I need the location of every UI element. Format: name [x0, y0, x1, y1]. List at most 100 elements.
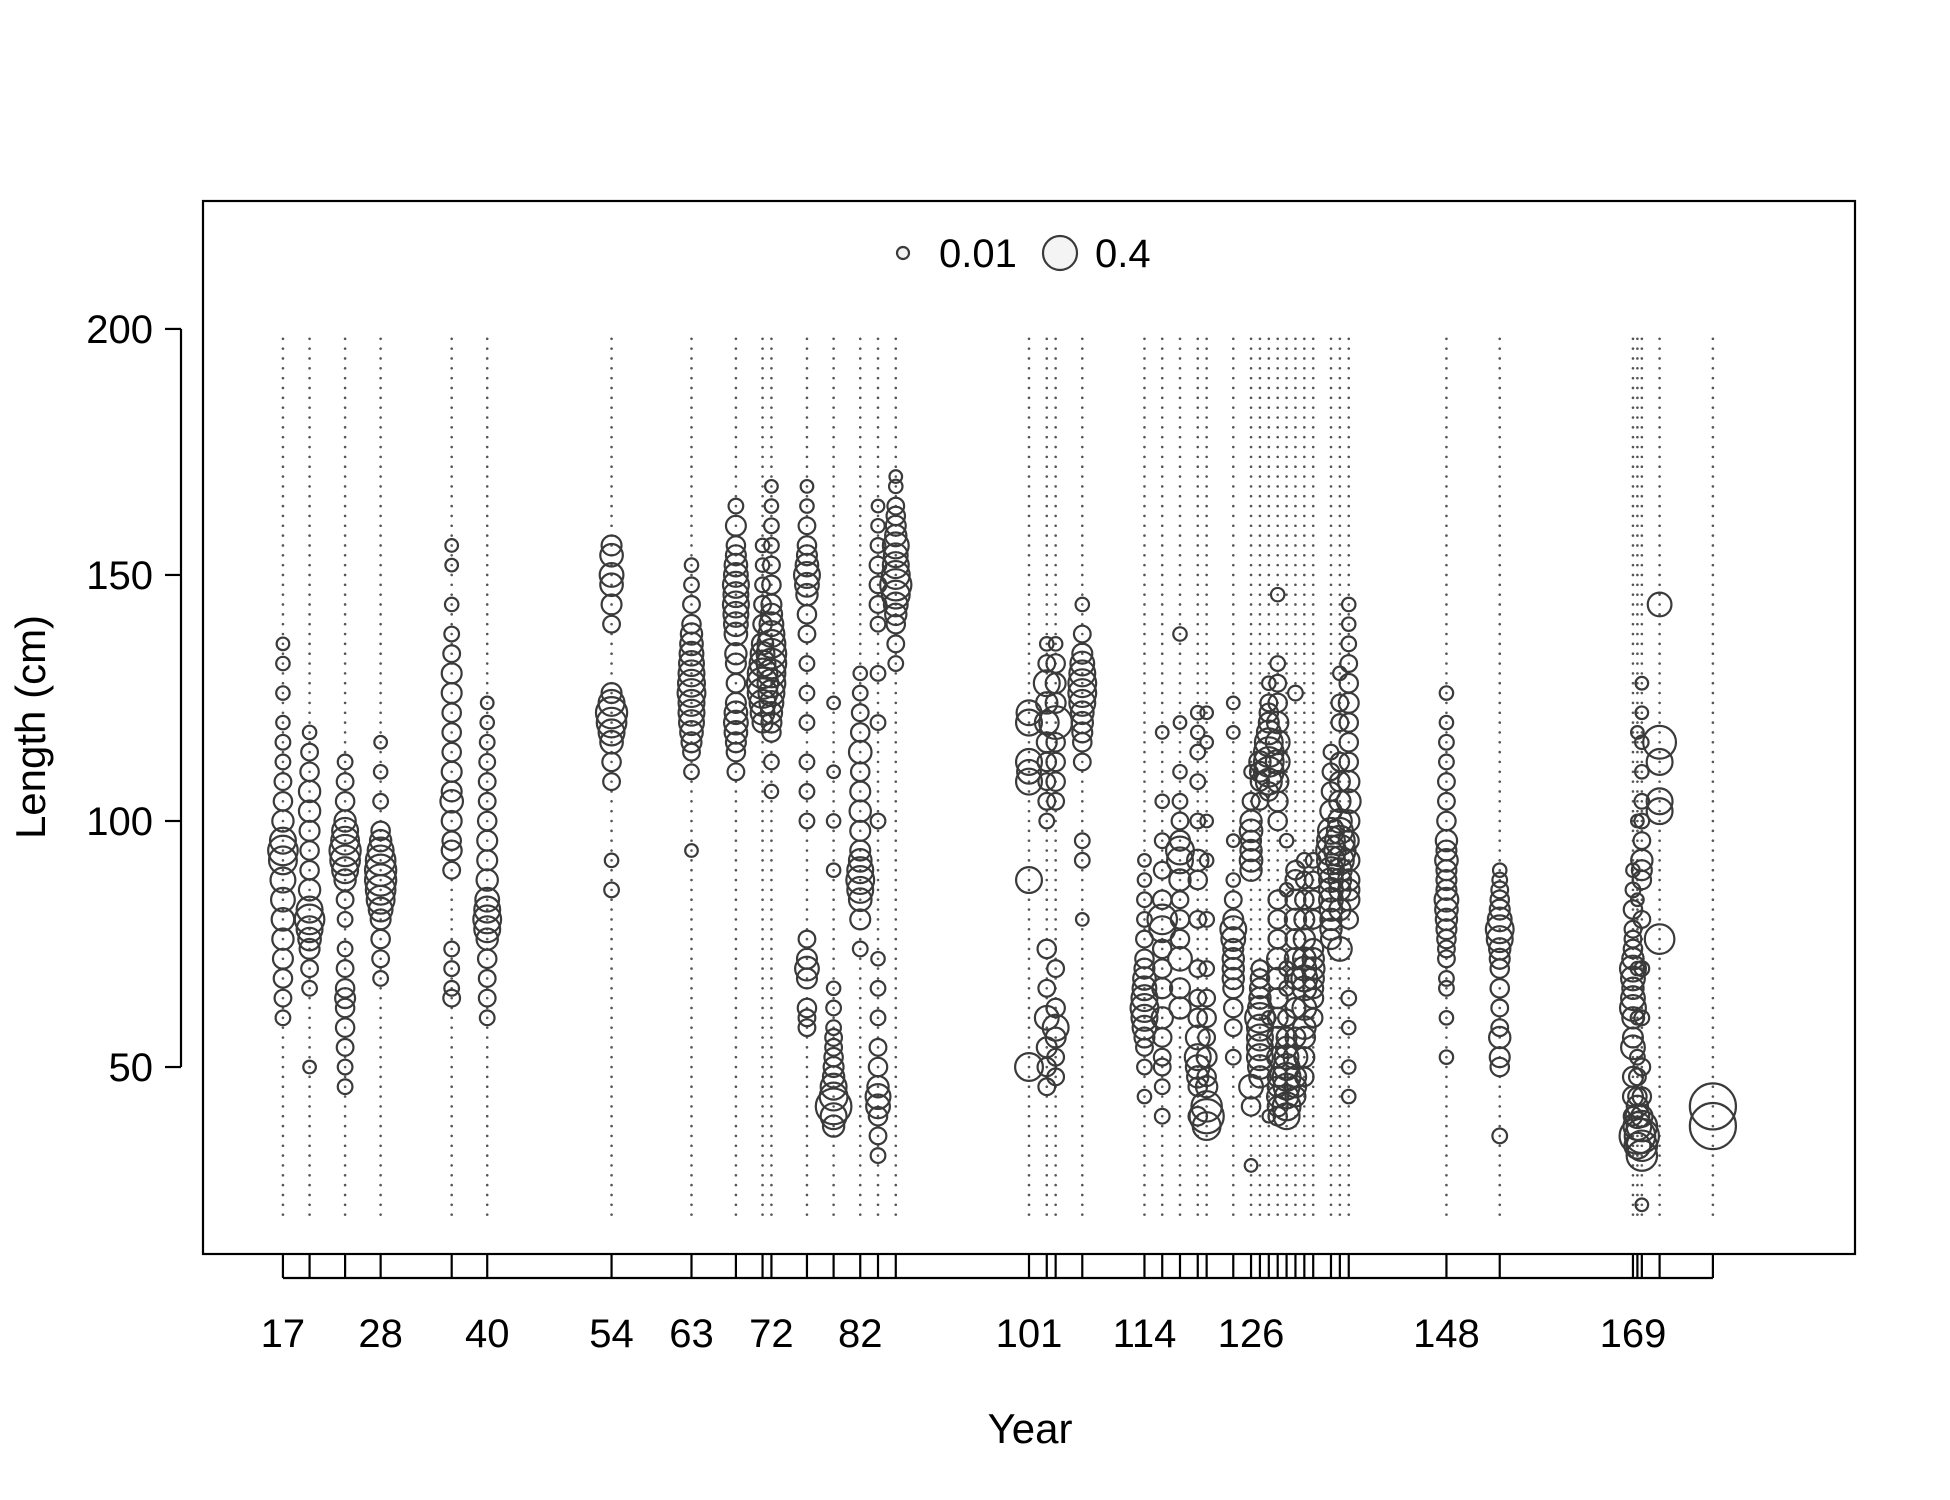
length-bin-dot [1498, 1085, 1502, 1089]
length-bin-dot [1445, 435, 1448, 439]
length-bin-dot [1045, 563, 1049, 567]
length-bin-dot [1285, 790, 1288, 793]
length-bin-dot [281, 691, 285, 695]
length-bin-dot [1285, 416, 1288, 419]
length-bin-dot [1285, 947, 1288, 951]
length-bin-dot [1711, 829, 1715, 833]
bubble-point [1434, 907, 1459, 932]
length-bin-dot [1445, 721, 1448, 724]
bubble-point [1074, 596, 1091, 613]
length-bin-dot [1347, 996, 1351, 1000]
length-bin-dot [1249, 1105, 1253, 1108]
bubble-point [792, 560, 821, 589]
length-bin-dot [1636, 740, 1639, 744]
length-bin-dot [805, 1173, 809, 1177]
length-bin-dot [281, 445, 285, 449]
length-bin-dot [734, 967, 738, 970]
length-bin-dot [690, 868, 693, 872]
length-bin-dot [1285, 386, 1288, 390]
length-bin-dot [1640, 416, 1644, 419]
length-bin-dot [690, 819, 693, 823]
length-bin-dot [1347, 1183, 1351, 1187]
length-bin-dot [610, 967, 613, 970]
length-bin-dot [734, 1213, 738, 1216]
bubble-point [763, 498, 780, 514]
bubble-point [298, 937, 321, 960]
length-bin-dot [308, 1036, 311, 1039]
length-bin-dot [1329, 711, 1333, 715]
bubble-point [600, 593, 623, 616]
length-bin-dot [876, 632, 880, 636]
length-bin-dot [1027, 672, 1031, 675]
length-bin-dot [1231, 563, 1235, 567]
bubble-point [1198, 960, 1216, 978]
length-bin-dot [1178, 366, 1182, 370]
length-bin-dot [1143, 721, 1146, 724]
length-bin-dot [1258, 613, 1262, 616]
y-tick-label: 50 [109, 1046, 154, 1090]
length-bin-dot [281, 475, 285, 478]
length-bin-dot [1045, 416, 1049, 419]
length-bin-dot [1178, 770, 1182, 774]
length-bin-dot [485, 957, 489, 961]
length-bin-dot [1711, 1095, 1715, 1098]
length-bin-dot [610, 1213, 613, 1216]
length-bin-dot [1196, 1164, 1200, 1167]
length-bin-dot [1658, 927, 1661, 931]
length-bin-dot [1329, 1036, 1333, 1039]
length-bin-dot [734, 603, 738, 606]
length-bin-dot [308, 1213, 311, 1216]
length-bin-dot [1445, 1065, 1448, 1069]
length-bin-dot [1631, 426, 1635, 429]
length-bin-dot [1276, 1183, 1279, 1187]
length-bin-dot [858, 1193, 862, 1197]
length-bin-dot [1311, 514, 1315, 518]
length-bin-dot [832, 1006, 835, 1010]
length-bin-dot [1658, 937, 1661, 941]
length-bin-dot [1329, 455, 1333, 459]
length-bin-dot [1027, 957, 1031, 961]
length-bin-dot [1276, 534, 1279, 537]
length-bin-dot [1160, 947, 1164, 951]
length-bin-dot [805, 878, 809, 882]
length-bin-dot [1231, 681, 1235, 685]
length-bin-dot [1285, 524, 1288, 528]
length-bin-dot [1196, 475, 1200, 478]
length-bin-dot [1498, 426, 1502, 429]
length-bin-dot [832, 711, 835, 715]
length-bin-dot [805, 780, 809, 783]
length-bin-dot [1711, 583, 1715, 587]
length-bin-dot [379, 918, 382, 921]
length-bin-dot [690, 1105, 693, 1108]
length-bin-dot [894, 662, 898, 665]
length-bin-dot [1445, 445, 1448, 449]
length-bin-dot [1276, 357, 1279, 360]
length-bin-dot [379, 1183, 382, 1187]
length-bin-dot [1027, 642, 1031, 646]
length-bin-dot [761, 1016, 764, 1020]
length-bin-dot [1160, 406, 1164, 409]
length-bin-dot [1054, 1124, 1057, 1128]
length-bin-dot [343, 967, 347, 970]
length-bin-dot [894, 1036, 898, 1039]
length-bin-dot [1027, 347, 1031, 350]
length-bin-dot [1143, 1065, 1146, 1069]
length-bin-dot [1631, 603, 1635, 606]
bubble-point [271, 927, 295, 951]
length-bin-dot [1294, 632, 1297, 636]
length-bin-dot [343, 780, 347, 783]
bubble-point [1629, 892, 1645, 908]
length-bin-dot [894, 711, 898, 715]
length-bin-dot [690, 947, 693, 951]
length-bin-dot [1045, 465, 1049, 469]
bubble-point [1340, 616, 1357, 632]
length-bin-dot [1249, 357, 1253, 360]
bubble-point [884, 514, 907, 537]
length-bin-dot [1027, 790, 1031, 793]
bubble-point [1014, 747, 1044, 776]
length-bin-dot [1160, 593, 1164, 596]
length-bin-dot [734, 406, 738, 409]
length-bin-dot [1640, 337, 1644, 341]
length-bin-dot [1080, 1173, 1084, 1177]
bubble-point [595, 706, 628, 739]
